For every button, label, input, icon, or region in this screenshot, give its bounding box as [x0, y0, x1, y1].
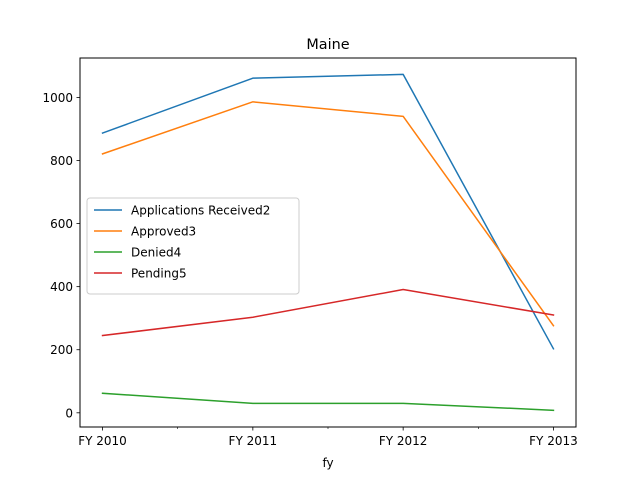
y-tick-label: 600 [50, 217, 73, 231]
series-line-2 [101, 392, 555, 412]
y-tick-label: 0 [65, 406, 73, 420]
y-tick-label: 200 [50, 343, 73, 357]
x-axis-title: fy [322, 456, 333, 470]
chart-title: Maine [306, 37, 349, 53]
x-tick-label: FY 2012 [379, 434, 428, 448]
x-tick-label: FY 2010 [78, 434, 127, 448]
legend: Applications Received2 Approved3 Denied4 Pe… [86, 197, 300, 295]
legend-box [86, 197, 300, 295]
legend-label-3: Pending5 [131, 267, 187, 281]
series-line-0 [101, 73, 555, 350]
plot-area [101, 73, 555, 412]
series-line-1 [101, 101, 555, 327]
y-tick-label: 800 [50, 154, 73, 168]
legend-label-0: Applications Received2 [131, 204, 270, 218]
y-tick-label: 400 [50, 280, 73, 294]
legend-label-2: Denied4 [131, 246, 181, 260]
x-axis: FY 2010 FY 2011 FY 2012 FY 2013 [78, 427, 578, 448]
y-axis: 0 200 400 600 800 1000 [42, 91, 80, 420]
x-tick-label: FY 2011 [229, 434, 278, 448]
series-line-3 [101, 288, 555, 337]
x-tick-label: FY 2013 [529, 434, 578, 448]
legend-label-1: Approved3 [131, 225, 196, 239]
y-tick-label: 1000 [42, 91, 73, 105]
